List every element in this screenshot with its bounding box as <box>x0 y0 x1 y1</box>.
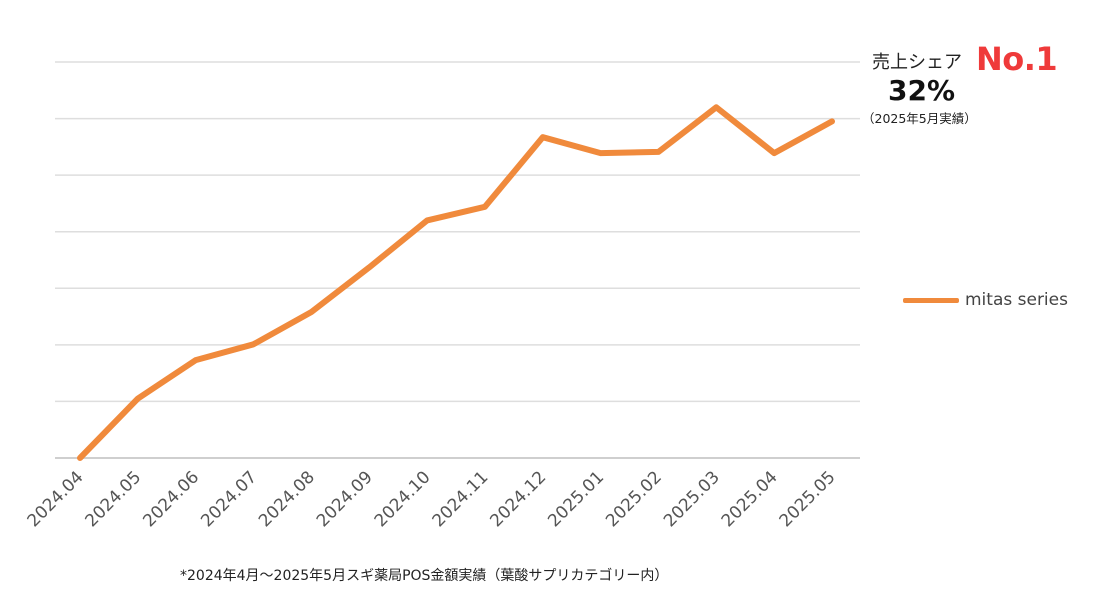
x-tick-label: 2024.09 <box>313 467 377 531</box>
x-tick-label: 2024.11 <box>429 467 493 531</box>
share-rank: No.1 <box>976 40 1058 78</box>
x-tick-label: 2025.02 <box>602 467 666 531</box>
x-tick-label: 2025.01 <box>544 467 608 531</box>
x-tick-label: 2024.06 <box>139 467 203 531</box>
line-chart: 2024.042024.052024.062024.072024.082024.… <box>24 61 860 531</box>
gridlines <box>55 61 860 459</box>
share-label: 売上シェア <box>872 52 962 73</box>
share-note: （2025年5月実績） <box>862 111 977 126</box>
x-tick-label: 2024.04 <box>24 467 88 531</box>
x-axis-tick-labels: 2024.042024.052024.062024.072024.082024.… <box>24 467 840 531</box>
x-tick-label: 2025.05 <box>776 467 840 531</box>
footnote: *2024年4月～2025年5月スギ薬局POS金額実績（葉酸サプリカテゴリー内） <box>180 568 669 584</box>
x-tick-label: 2024.07 <box>197 467 261 531</box>
x-tick-label: 2025.04 <box>718 467 782 531</box>
x-tick-label: 2024.12 <box>486 467 550 531</box>
legend-swatch <box>903 297 959 303</box>
x-tick-label: 2024.05 <box>82 467 146 531</box>
x-tick-label: 2025.03 <box>660 467 724 531</box>
series-lines <box>77 104 835 461</box>
x-tick-label: 2024.10 <box>371 467 435 531</box>
x-tick-label: 2024.08 <box>255 467 319 531</box>
share-percent: 32% <box>888 74 956 107</box>
legend: mitas series <box>903 290 1068 310</box>
series-line-mitas-series <box>77 104 835 461</box>
legend-label: mitas series <box>965 290 1068 310</box>
